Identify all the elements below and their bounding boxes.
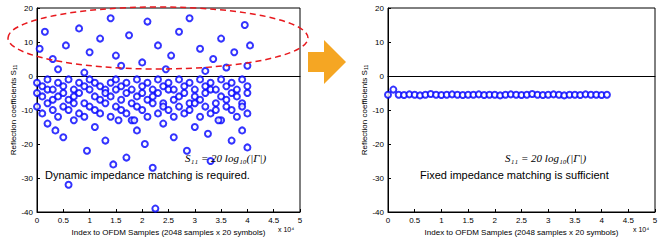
svg-text:1.5: 1.5 (110, 216, 122, 225)
svg-text:Index to OFDM Samples (2048 sa: Index to OFDM Samples (2048 samples x 20… (425, 228, 619, 237)
svg-text:0: 0 (380, 72, 385, 81)
svg-text:4.5: 4.5 (623, 216, 635, 225)
svg-text:x 10⁴: x 10⁴ (278, 226, 294, 233)
svg-text:2: 2 (140, 216, 145, 225)
svg-text:3.5: 3.5 (216, 216, 228, 225)
svg-text:-20: -20 (21, 140, 33, 149)
svg-text:0: 0 (35, 216, 40, 225)
svg-text:0: 0 (386, 216, 391, 225)
svg-text:-40: -40 (21, 208, 33, 217)
svg-text:3: 3 (546, 216, 551, 225)
svg-text:5: 5 (298, 216, 303, 225)
svg-text:0: 0 (29, 72, 34, 81)
svg-text:-20: -20 (372, 140, 384, 149)
svg-text:4: 4 (245, 216, 250, 225)
svg-text:3.5: 3.5 (569, 216, 581, 225)
svg-text:Reflection coefficients S₁₁: Reflection coefficients S₁₁ (360, 64, 369, 155)
svg-text:2.5: 2.5 (516, 216, 528, 225)
svg-text:S₁₁ = 20 log₁₀(|Γ|): S₁₁ = 20 log₁₀(|Γ|) (185, 152, 266, 165)
svg-text:2.5: 2.5 (163, 216, 175, 225)
svg-text:0.5: 0.5 (58, 216, 70, 225)
svg-text:1: 1 (87, 216, 92, 225)
svg-text:20: 20 (375, 4, 384, 13)
svg-text:-10: -10 (372, 106, 384, 115)
svg-text:10: 10 (24, 38, 33, 47)
svg-text:3: 3 (193, 216, 198, 225)
svg-text:-30: -30 (21, 174, 33, 183)
svg-text:0.5: 0.5 (409, 216, 421, 225)
svg-text:2: 2 (493, 216, 498, 225)
svg-text:1.5: 1.5 (463, 216, 475, 225)
svg-text:-30: -30 (372, 174, 384, 183)
svg-text:Fixed impedance matching is su: Fixed impedance matching is sufficient (420, 169, 609, 181)
svg-text:-10: -10 (21, 106, 33, 115)
svg-text:10: 10 (375, 38, 384, 47)
svg-text:20: 20 (24, 4, 33, 13)
svg-text:5: 5 (653, 216, 658, 225)
svg-text:4.5: 4.5 (268, 216, 280, 225)
svg-text:x 10⁴: x 10⁴ (633, 226, 649, 233)
svg-text:Index to OFDM Samples (2048 sa: Index to OFDM Samples (2048 samples x 20… (72, 228, 266, 237)
svg-text:Dynamic impedance matching is: Dynamic impedance matching is required. (45, 169, 250, 181)
svg-text:1: 1 (439, 216, 444, 225)
svg-text:S₁₁ = 20 log₁₀(|Γ|): S₁₁ = 20 log₁₀(|Γ|) (505, 152, 586, 165)
svg-text:4: 4 (599, 216, 604, 225)
svg-text:Reflection coefficients S₁₁: Reflection coefficients S₁₁ (9, 64, 18, 155)
svg-text:-40: -40 (372, 208, 384, 217)
